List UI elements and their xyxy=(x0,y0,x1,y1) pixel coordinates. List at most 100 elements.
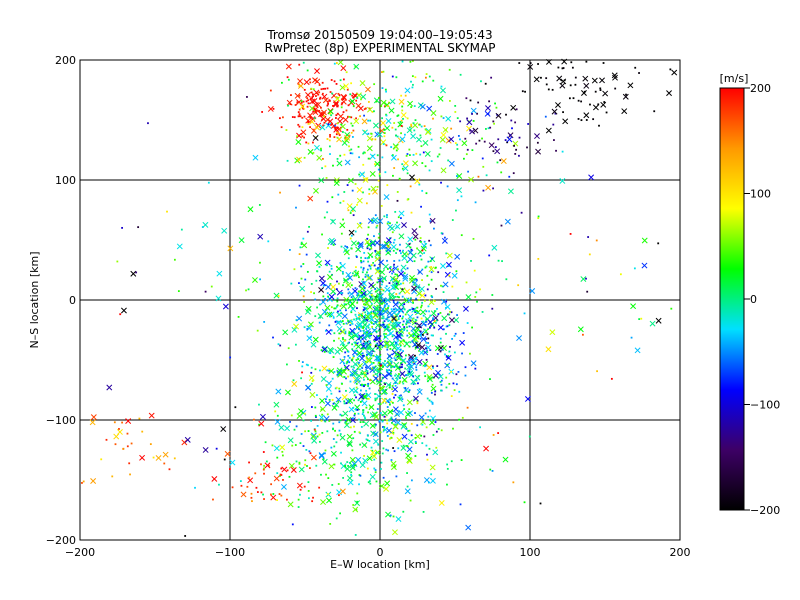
data-point-dot xyxy=(357,399,360,402)
data-point-dot xyxy=(419,134,422,137)
data-point-x xyxy=(404,411,411,418)
data-point-x xyxy=(293,323,300,330)
data-point-x xyxy=(333,180,340,187)
data-point-dot xyxy=(421,162,424,164)
data-point-dot xyxy=(322,458,325,460)
data-point-dot xyxy=(423,240,426,243)
data-point-x xyxy=(378,483,385,490)
data-point-x xyxy=(386,427,392,434)
data-point-dot xyxy=(368,440,371,442)
data-point-dot xyxy=(426,274,429,277)
data-point-x xyxy=(403,341,410,347)
data-point-dot xyxy=(332,402,335,405)
data-point-dot xyxy=(322,284,325,287)
data-point-dot xyxy=(330,392,333,395)
data-point-dot xyxy=(553,139,555,141)
data-point-dot xyxy=(396,295,399,298)
data-point-dot xyxy=(428,409,431,412)
data-point-dot xyxy=(378,267,381,270)
data-point-dot xyxy=(329,352,332,355)
data-point-dot xyxy=(403,303,406,306)
data-point-dot xyxy=(374,365,377,368)
data-point-dot xyxy=(372,350,375,352)
data-point-dot xyxy=(386,222,389,225)
data-point-dot xyxy=(403,308,406,311)
data-point-x xyxy=(364,333,371,340)
data-point-dot xyxy=(382,388,385,391)
data-point-dot xyxy=(424,266,427,269)
data-point-x xyxy=(383,485,390,492)
data-point-dot xyxy=(574,76,577,79)
data-point-dot xyxy=(356,408,359,411)
data-point-dot xyxy=(434,393,436,396)
data-point-dot xyxy=(335,62,338,64)
data-point-dot xyxy=(355,408,358,411)
data-point-x xyxy=(344,465,351,472)
data-point-x xyxy=(385,237,392,244)
data-point-dot xyxy=(437,428,440,430)
data-point-dot xyxy=(385,325,388,328)
data-point-dot xyxy=(358,474,361,476)
data-point-x xyxy=(385,246,392,253)
data-point-x xyxy=(488,142,495,149)
data-point-x xyxy=(343,249,350,256)
data-point-dot xyxy=(505,278,508,281)
data-point-x xyxy=(352,387,359,394)
data-point-dot xyxy=(350,247,353,250)
data-point-x xyxy=(342,116,349,123)
data-point-dot xyxy=(580,100,583,103)
data-point-dot xyxy=(456,199,459,202)
data-point-dot xyxy=(380,380,383,383)
data-point-dot xyxy=(446,467,449,470)
data-point-x xyxy=(282,329,289,336)
data-point-dot xyxy=(457,371,460,373)
data-point-dot xyxy=(334,320,337,323)
data-point-dot xyxy=(423,299,426,302)
data-point-dot xyxy=(168,468,171,471)
data-point-dot xyxy=(377,179,380,182)
data-point-x xyxy=(291,381,298,387)
data-point-x xyxy=(321,93,328,100)
data-point-dot xyxy=(289,103,292,106)
data-point-dot xyxy=(194,486,196,489)
data-point-dot xyxy=(599,89,602,92)
data-point-x xyxy=(301,242,308,249)
data-point-dot xyxy=(374,312,377,315)
data-point-dot xyxy=(382,365,385,368)
data-point-x xyxy=(313,144,320,151)
data-point-x xyxy=(349,98,356,105)
data-point-dot xyxy=(324,87,327,90)
data-point-dot xyxy=(501,260,503,263)
data-point-dot xyxy=(366,371,369,374)
data-point-x xyxy=(326,311,333,318)
data-point-dot xyxy=(304,459,307,462)
data-point-x xyxy=(352,361,359,367)
data-point-dot xyxy=(319,369,321,372)
data-point-dot xyxy=(385,340,388,343)
data-point-dot xyxy=(434,390,437,393)
data-point-dot xyxy=(330,79,333,81)
data-point-dot xyxy=(392,241,395,244)
data-point-dot xyxy=(369,119,372,122)
data-point-dot xyxy=(340,103,343,106)
data-point-x xyxy=(309,118,315,125)
data-point-dot xyxy=(319,96,322,99)
data-point-x xyxy=(106,384,113,391)
data-point-dot xyxy=(396,302,399,305)
data-point-dot xyxy=(393,296,395,299)
data-point-x xyxy=(408,353,415,360)
data-point-x xyxy=(362,177,369,183)
data-point-dot xyxy=(396,331,398,334)
data-point-x xyxy=(390,154,397,161)
data-point-dot xyxy=(368,480,371,482)
data-point-x xyxy=(369,473,376,480)
data-point-x xyxy=(411,228,418,234)
data-point-dot xyxy=(287,347,290,350)
data-point-dot xyxy=(303,485,306,488)
data-point-dot xyxy=(286,76,289,79)
data-point-dot xyxy=(320,149,322,152)
data-point-dot xyxy=(348,149,351,152)
data-point-x xyxy=(318,286,325,293)
data-point-dot xyxy=(429,314,432,317)
